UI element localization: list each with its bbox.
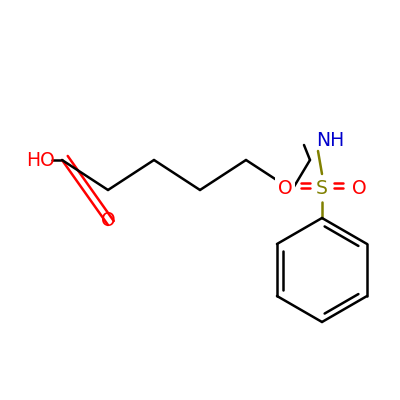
Text: S: S — [316, 178, 328, 198]
Text: NH: NH — [316, 130, 344, 150]
Text: O: O — [278, 178, 292, 198]
Text: HO: HO — [26, 150, 54, 170]
Text: O: O — [352, 178, 366, 198]
Text: O: O — [101, 210, 115, 230]
